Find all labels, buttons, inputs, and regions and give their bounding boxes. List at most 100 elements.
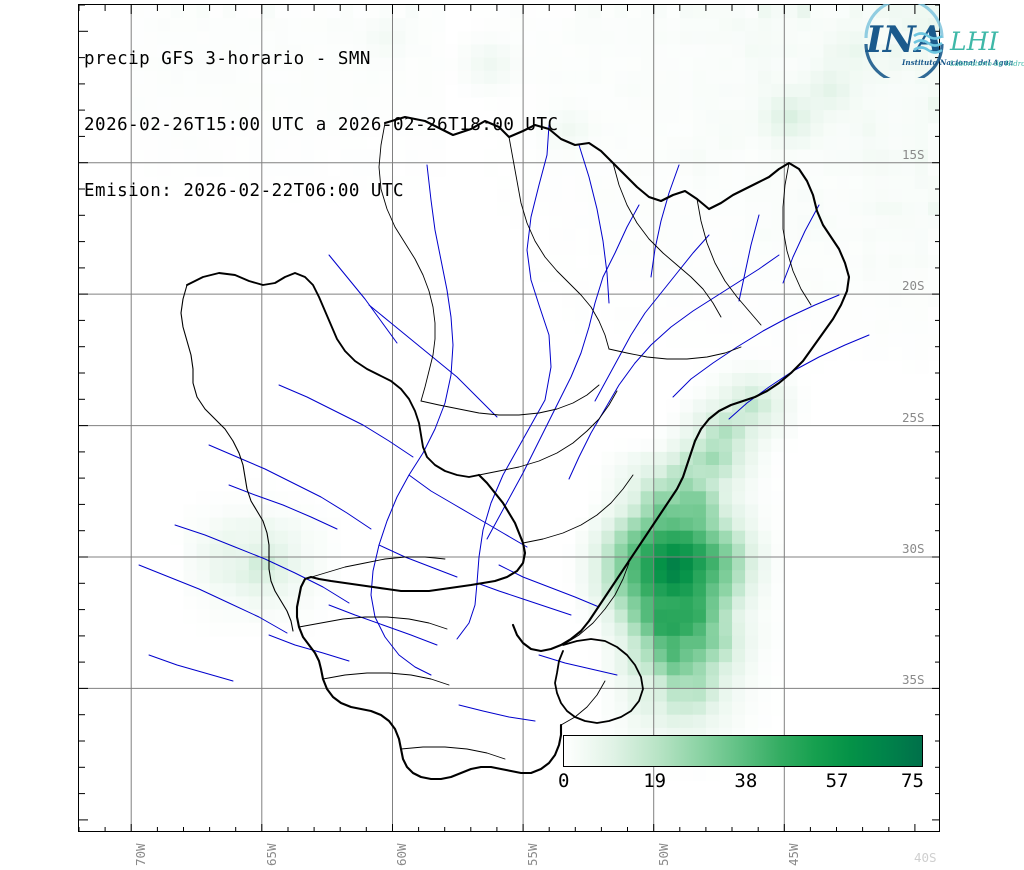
precip-cell [888,215,903,230]
title-line-emission: Emision: 2026-02-22T06:00 UTC [84,181,405,201]
precip-cell [301,596,315,611]
precip-cell [144,31,158,46]
precip-cell [588,478,603,492]
precip-cell [209,491,224,506]
precip-cell [758,373,772,387]
precip-cell [927,320,939,335]
precip-cell [758,465,772,479]
precip-cell [745,5,759,19]
precip-cell [797,399,811,414]
precip-cell [797,320,811,335]
precip-cell [758,570,772,584]
precip-cell [732,359,746,374]
precip-cell [261,5,276,19]
precip-cell [718,714,733,729]
precip-cell [196,70,211,85]
colorbar[interactable] [563,735,923,767]
precip-cell [614,281,629,295]
precip-cell [261,44,276,59]
precip-cell [483,5,498,19]
precip-cell [601,530,616,545]
precip-cell [588,97,603,111]
precip-cell [222,557,237,571]
precip-cell [653,5,668,19]
precip-cell [431,97,446,111]
precip-cell [653,517,668,532]
precip-cell [601,609,616,624]
precip-cell [901,189,916,203]
precip-cell [692,202,707,216]
precip-cell [327,175,341,190]
precip-cell [327,57,341,72]
precip-cell [235,5,250,19]
precip-cell [601,622,616,637]
precip-cell [758,202,772,216]
precip-cell [235,31,250,46]
precip-cell [157,44,172,59]
precip-cell [914,83,929,98]
precip-cell [849,44,864,59]
precip-cell [222,622,237,637]
precip-cell [823,254,838,269]
precip-cell [444,70,459,85]
precip-cell [405,175,420,190]
precip-cell [314,175,328,190]
precip-cell [705,570,720,584]
precip-cell [287,57,302,72]
precip-cell [575,294,589,308]
precip-cell [510,83,524,98]
precip-cell [927,162,939,177]
precip-cell [614,31,629,46]
precip-cell [314,83,328,98]
precip-cell [927,333,939,348]
precip-cell [901,254,916,269]
precip-cell [692,622,707,637]
lon-label-65w: 65W [263,843,279,866]
precip-cell [248,583,263,598]
precip-cell [732,491,746,506]
precip-cell [496,110,511,124]
precip-cell [640,162,655,177]
precip-cell [601,675,616,690]
precip-cell [810,5,825,19]
precip-cell [549,97,563,111]
precip-cell [183,149,198,164]
precip-cell [653,136,668,151]
precip-cell [901,136,916,151]
precip-cell [496,44,511,59]
precip-cell [810,294,825,308]
precip-cell [588,635,603,650]
precip-cell [901,110,916,124]
precip-cell [274,5,289,19]
precip-cell [588,504,603,519]
precip-cell [170,57,185,72]
precip-cell [836,31,851,46]
precip-cell [640,254,655,269]
precip-cell [340,83,354,98]
precip-cell [718,189,733,203]
precip-cell [875,31,890,46]
precip-cell [927,83,939,98]
precip-cell [536,175,550,190]
precip-cell [862,241,877,256]
precip-cell [718,530,733,545]
precip-cell [209,570,224,584]
precip-cell [679,425,694,440]
precip-cell [732,517,746,532]
precip-cell [235,83,250,98]
precip-cell [523,57,537,72]
precip-cell [745,399,759,414]
precip-cell [653,767,668,782]
precip-cell [601,5,616,19]
precip-cell [718,241,733,256]
precip-cell [836,202,851,216]
map-plot-area[interactable] [78,4,940,832]
precip-cell [235,557,250,571]
precip-cell [705,307,720,322]
precip-cell [745,149,759,164]
precip-cell [758,333,772,348]
precip-cell [771,662,785,676]
precip-cell [248,70,263,85]
precip-cell [562,110,576,124]
precip-cell [353,44,367,59]
